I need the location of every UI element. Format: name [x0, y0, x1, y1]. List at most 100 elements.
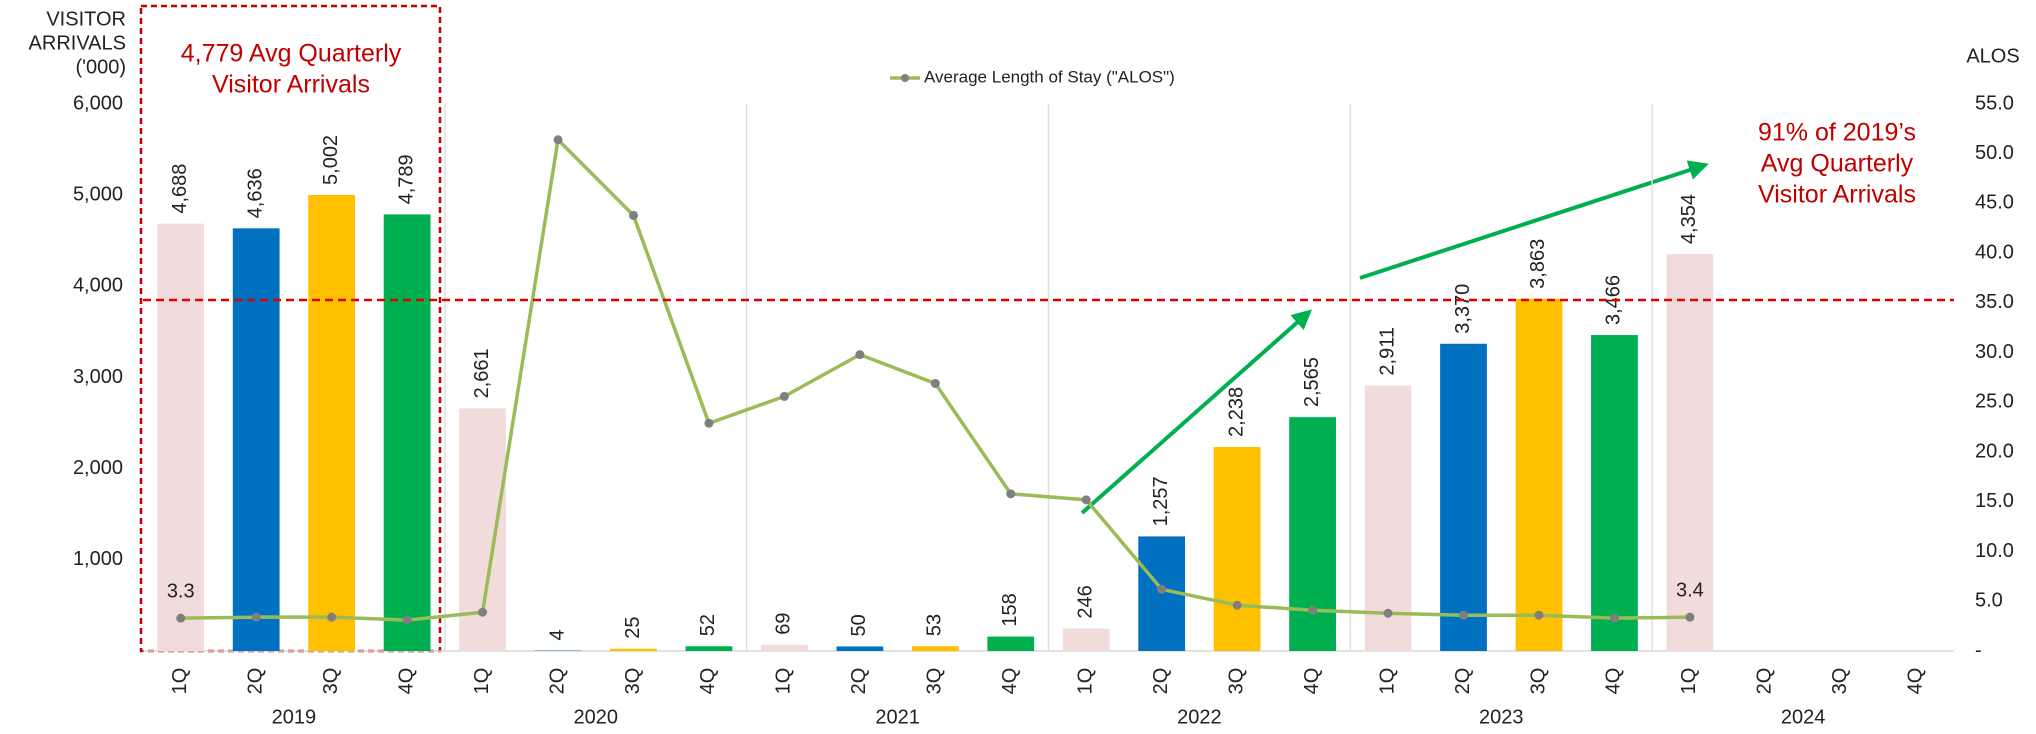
year-label: 2022 [1177, 706, 1222, 728]
alos-point [930, 378, 940, 388]
y2-tick-label: 25.0 [1975, 391, 2014, 413]
x-tick-label: 2Q [244, 668, 266, 695]
x-tick-label: 4Q [1301, 668, 1323, 695]
bar [685, 646, 733, 651]
alos-point [176, 613, 186, 623]
bar-value-label: 50 [848, 614, 870, 636]
bar-value-label: 2,911 [1376, 327, 1398, 376]
bar-value-label: 4 [546, 630, 568, 641]
alos-point [1534, 610, 1544, 620]
x-tick-label: 4Q [1603, 668, 1625, 695]
bar-value-label: 246 [1075, 585, 1097, 618]
y-tick-label: 6,000 [73, 92, 123, 114]
y2-tick-label: 10.0 [1975, 540, 2014, 562]
alos-point [478, 607, 488, 617]
year-label: 2021 [875, 706, 920, 728]
alos-point [855, 350, 865, 360]
trend-arrow [1080, 309, 1312, 515]
bar-value-label: 4,688 [169, 164, 191, 214]
year-label: 2019 [272, 706, 317, 728]
alos-point [628, 210, 638, 220]
bar-value-label: 158 [999, 593, 1021, 626]
trend-arrow [1359, 160, 1709, 280]
alos-point [402, 615, 412, 625]
bar-value-label: 3,370 [1452, 284, 1474, 334]
y-axis-label: ARRIVALS [29, 32, 126, 54]
bar-value-label: 25 [622, 616, 644, 638]
bar [1364, 385, 1412, 651]
x-tick-label: 1Q [471, 668, 493, 695]
bar [1515, 298, 1563, 651]
x-tick-label: 2Q [1452, 668, 1474, 695]
legend-label: Average Length of Stay ("ALOS") [924, 67, 1175, 86]
bar [1062, 628, 1110, 651]
x-tick-label: 3Q [1527, 668, 1549, 695]
alos-value-label: 3.3 [167, 580, 195, 602]
bar [761, 644, 808, 651]
alos-point [251, 612, 261, 622]
bar-value-label: 2,661 [471, 348, 493, 398]
bar [836, 646, 884, 651]
year-label: 2020 [574, 706, 619, 728]
y2-tick-label: 15.0 [1975, 490, 2014, 512]
legend-marker [901, 74, 909, 82]
alos-point [704, 418, 714, 428]
x-tick-label: 1Q [1075, 668, 1097, 695]
y-tick-label: 3,000 [73, 366, 123, 388]
bar [911, 646, 959, 651]
x-tick-label: 1Q [169, 668, 191, 695]
alos-point [1081, 495, 1091, 505]
bar-value-label: 53 [924, 614, 946, 636]
alos-point [1308, 605, 1318, 615]
y-tick-label: 4,000 [73, 275, 123, 297]
alos-point [553, 135, 563, 145]
y2-tick-label: 45.0 [1975, 192, 2014, 214]
x-tick-label: 3Q [924, 668, 946, 695]
alos-point [1006, 489, 1016, 499]
y2-tick-label: 35.0 [1975, 291, 2014, 313]
alos-point [1157, 584, 1167, 594]
bar-value-label: 2,238 [1225, 387, 1247, 437]
y2-tick-label: 20.0 [1975, 440, 2014, 462]
year-label: 2023 [1479, 706, 1524, 728]
y2-tick-label: 50.0 [1975, 142, 2014, 164]
x-tick-label: 4Q [395, 668, 417, 695]
x-tick-label: 3Q [622, 668, 644, 695]
annotation: Visitor Arrivals [1758, 181, 1916, 209]
bar-value-label: 1,257 [1150, 476, 1172, 526]
x-tick-label: 4Q [999, 668, 1021, 695]
bar [1289, 417, 1336, 651]
x-tick-label: 2Q [1150, 668, 1172, 695]
bar-value-label: 4,636 [244, 168, 266, 218]
bar [1591, 335, 1638, 651]
y2-tick-label: 40.0 [1975, 241, 2014, 263]
y2-axis-label: ALOS [1966, 45, 2019, 67]
alos-point [1383, 608, 1393, 618]
bar-value-label: 52 [697, 614, 719, 636]
x-tick-label: 2Q [1754, 668, 1776, 695]
y2-tick-label: 5.0 [1975, 590, 2003, 612]
x-tick-label: 1Q [1376, 668, 1398, 695]
y-axis-label: VISITOR [46, 8, 126, 30]
bar [232, 228, 280, 652]
alos-value-label: 3.4 [1676, 579, 1704, 601]
alos-point [1232, 600, 1242, 610]
x-tick-label: 1Q [773, 668, 795, 695]
alos-point [779, 391, 789, 401]
bar-value-label: 4,789 [395, 154, 417, 204]
bar-value-label: 69 [773, 612, 795, 634]
x-tick-label: 2Q [546, 668, 568, 695]
y-tick-label: 2,000 [73, 457, 123, 479]
x-tick-label: 3Q [320, 668, 342, 695]
alos-point [1609, 613, 1619, 623]
year-label: 2024 [1781, 706, 1826, 728]
y2-tick-label: - [1975, 639, 1982, 661]
y-axis-label: ('000) [75, 56, 126, 78]
x-tick-label: 3Q [1829, 668, 1851, 695]
bar [1666, 254, 1714, 651]
bar [308, 194, 356, 652]
annotation: Avg Quarterly [1761, 150, 1914, 178]
alos-point [327, 612, 337, 622]
x-tick-label: 3Q [1225, 668, 1247, 695]
